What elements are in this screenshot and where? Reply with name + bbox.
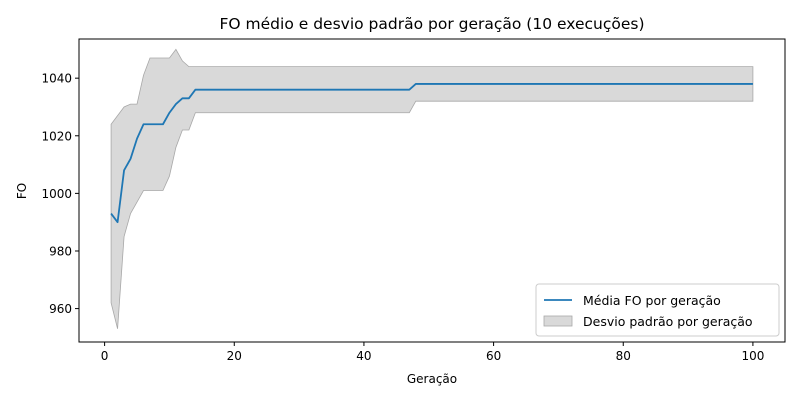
y-tick-label: 1000 (41, 187, 72, 201)
x-tick-label: 40 (356, 349, 371, 363)
legend-label-std: Desvio padrão por geração (583, 314, 753, 329)
y-axis-ticks: 960 980 1000 1020 1040 (41, 72, 79, 316)
plot-frame (78, 38, 786, 343)
y-axis-label: FO (15, 183, 29, 199)
mean-line-layer (110, 83, 753, 224)
x-tick-label: 0 (101, 349, 109, 363)
legend: Média FO por geração Desvio padrão por g… (535, 283, 780, 337)
y-tick-label: 960 (49, 302, 72, 316)
mean-line (110, 83, 753, 224)
x-tick-label: 60 (486, 349, 501, 363)
std-band-layer (110, 48, 754, 329)
y-tick-label: 980 (49, 244, 72, 258)
x-axis-label: Geração (407, 372, 457, 386)
chart-title: FO médio e desvio padrão por geração (10… (220, 15, 645, 33)
legend-label-mean: Média FO por geração (583, 293, 721, 308)
legend-band-swatch (543, 315, 573, 327)
y-tick-label: 1040 (41, 72, 72, 86)
x-axis-ticks: 0 20 40 60 80 100 (101, 342, 764, 363)
x-tick-label: 20 (227, 349, 242, 363)
y-tick-label: 1020 (41, 129, 72, 143)
x-tick-label: 80 (616, 349, 631, 363)
legend-box (535, 283, 780, 337)
x-tick-label: 100 (741, 349, 764, 363)
std-band (110, 48, 754, 329)
